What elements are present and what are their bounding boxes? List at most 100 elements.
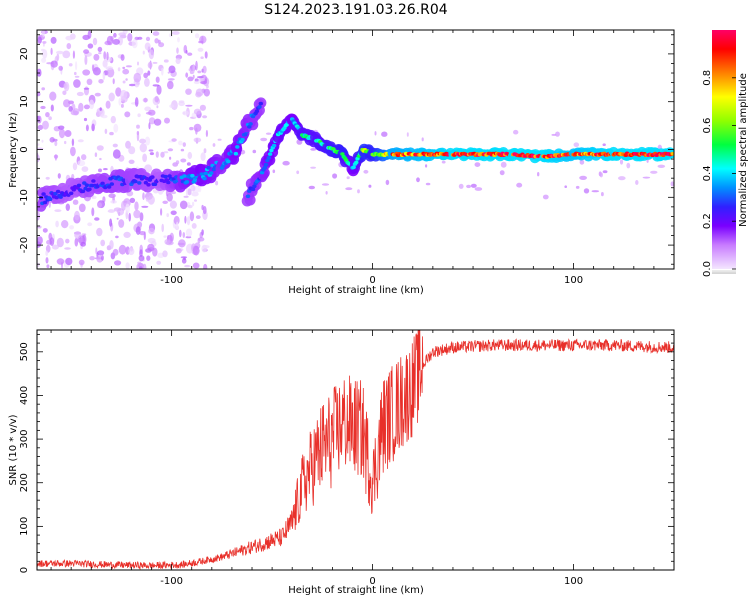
noise-blob <box>148 49 155 60</box>
noise-blob <box>202 65 207 74</box>
noise-blob <box>142 98 149 103</box>
ridge-core <box>271 143 277 148</box>
noise-blob <box>212 143 216 147</box>
noise-blob <box>41 30 45 38</box>
noise-blob <box>466 184 472 189</box>
noise-blob <box>42 49 48 59</box>
noise-blob <box>114 260 122 266</box>
ridge-core <box>269 148 274 153</box>
heatmap-image <box>37 30 674 269</box>
noise-blob <box>97 46 103 53</box>
noise-blob <box>579 159 585 165</box>
noise-blob <box>193 108 202 115</box>
noise-blob <box>129 197 136 203</box>
noise-blob <box>133 209 141 219</box>
noise-blob <box>187 76 194 82</box>
ridge-core <box>354 160 359 165</box>
noise-blob <box>184 264 191 268</box>
noise-blob <box>112 38 120 45</box>
noise-blob <box>87 222 93 227</box>
noise-blob <box>104 128 108 134</box>
noise-blob <box>195 60 198 71</box>
noise-blob <box>128 247 135 256</box>
noise-blob <box>40 105 46 110</box>
noise-blob <box>357 189 360 194</box>
ridge-core <box>247 125 252 129</box>
noise-blob <box>93 53 100 61</box>
noise-blob <box>602 143 606 146</box>
noise-blob <box>197 70 202 74</box>
ridge-core <box>206 166 211 170</box>
noise-blob <box>186 162 191 166</box>
noise-blob <box>144 164 153 173</box>
noise-blob <box>113 123 119 133</box>
noise-blob <box>65 257 73 266</box>
noise-blob <box>168 65 176 74</box>
ridge-core <box>258 101 263 106</box>
noise-blob <box>128 146 136 155</box>
noise-blob <box>152 84 160 87</box>
noise-blob <box>310 166 316 169</box>
noise-blob <box>118 219 125 228</box>
noise-blob <box>619 159 624 165</box>
ridge-core <box>182 174 187 178</box>
y-tick-label: 0 <box>19 567 30 573</box>
noise-blob <box>62 90 67 96</box>
noise-blob <box>83 49 90 54</box>
y-tick-label: 0 <box>19 146 30 152</box>
ridge-core <box>163 174 168 179</box>
noise-blob <box>91 64 95 72</box>
noise-blob <box>138 255 145 262</box>
ridge-core <box>262 166 267 170</box>
noise-blob <box>95 247 98 255</box>
noise-blob <box>108 92 115 102</box>
noise-blob <box>109 240 114 250</box>
noise-blob <box>128 212 131 222</box>
noise-blob <box>194 33 200 39</box>
noise-blob <box>178 101 185 107</box>
noise-blob <box>500 161 507 168</box>
noise-blob <box>182 142 186 148</box>
noise-blob <box>37 36 42 44</box>
noise-blob <box>252 149 257 154</box>
noise-blob <box>602 170 608 174</box>
noise-blob <box>513 129 519 135</box>
noise-blob <box>112 143 118 148</box>
ridge-core <box>91 179 96 183</box>
noise-blob <box>81 166 89 173</box>
ridge-core <box>340 152 345 156</box>
noise-blob <box>187 188 192 196</box>
noise-blob <box>128 83 136 87</box>
noise-blob <box>49 237 55 246</box>
noise-blob <box>78 203 86 213</box>
noise-blob <box>100 239 106 247</box>
noise-blob <box>160 151 165 158</box>
ridge-core <box>263 162 269 167</box>
y-tick-label: 10 <box>19 95 30 108</box>
noise-blob <box>89 256 95 261</box>
noise-blob <box>425 164 428 168</box>
noise-blob <box>118 32 126 37</box>
ridge-core <box>38 196 44 200</box>
noise-blob <box>124 111 131 118</box>
noise-blob <box>148 117 156 125</box>
ridge-core <box>146 183 151 187</box>
noise-blob <box>101 255 104 261</box>
noise-blob <box>642 176 651 179</box>
noise-blob <box>203 148 207 154</box>
noise-blob <box>108 209 113 213</box>
noise-blob <box>74 71 77 76</box>
noise-blob <box>72 162 78 171</box>
noise-blob <box>58 128 66 139</box>
noise-blob <box>657 164 666 168</box>
noise-blob <box>144 42 151 51</box>
noise-blob <box>131 39 138 49</box>
ridge-core <box>267 152 273 156</box>
noise-blob <box>58 125 65 130</box>
ridge-core <box>209 171 214 175</box>
noise-blob <box>110 200 117 204</box>
noise-blob <box>189 126 194 131</box>
noise-blob <box>74 231 82 239</box>
noise-blob <box>147 61 153 69</box>
